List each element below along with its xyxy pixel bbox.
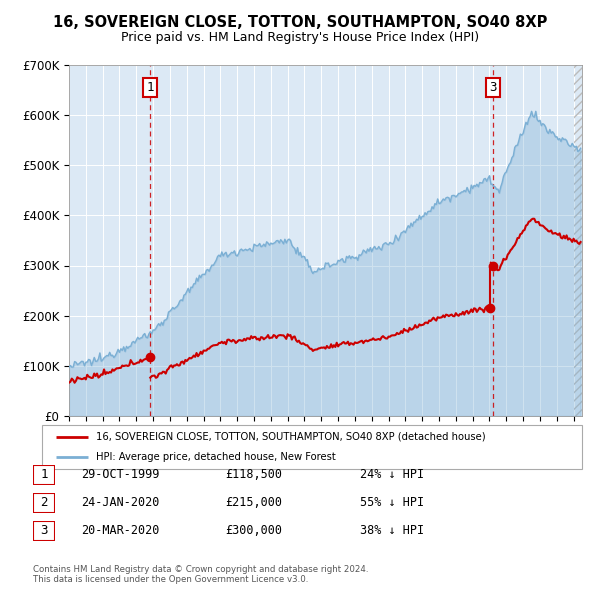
Text: 24-JAN-2020: 24-JAN-2020 [81, 496, 160, 509]
FancyBboxPatch shape [33, 465, 55, 485]
Text: 29-OCT-1999: 29-OCT-1999 [81, 468, 160, 481]
FancyBboxPatch shape [33, 493, 55, 513]
Text: Price paid vs. HM Land Registry's House Price Index (HPI): Price paid vs. HM Land Registry's House … [121, 31, 479, 44]
Text: 1: 1 [40, 468, 48, 481]
FancyBboxPatch shape [42, 425, 582, 469]
Text: 24% ↓ HPI: 24% ↓ HPI [360, 468, 424, 481]
Text: £118,500: £118,500 [225, 468, 282, 481]
Text: £215,000: £215,000 [225, 496, 282, 509]
Text: 16, SOVEREIGN CLOSE, TOTTON, SOUTHAMPTON, SO40 8XP: 16, SOVEREIGN CLOSE, TOTTON, SOUTHAMPTON… [53, 15, 547, 30]
Text: Contains HM Land Registry data © Crown copyright and database right 2024.
This d: Contains HM Land Registry data © Crown c… [33, 565, 368, 584]
Text: 3: 3 [40, 525, 48, 537]
Text: HPI: Average price, detached house, New Forest: HPI: Average price, detached house, New … [96, 452, 336, 462]
Text: 38% ↓ HPI: 38% ↓ HPI [360, 525, 424, 537]
Text: 20-MAR-2020: 20-MAR-2020 [81, 525, 160, 537]
Text: £300,000: £300,000 [225, 525, 282, 537]
Text: 3: 3 [490, 81, 497, 94]
Text: 55% ↓ HPI: 55% ↓ HPI [360, 496, 424, 509]
Bar [574, 65, 582, 416]
FancyBboxPatch shape [33, 521, 55, 541]
Text: 16, SOVEREIGN CLOSE, TOTTON, SOUTHAMPTON, SO40 8XP (detached house): 16, SOVEREIGN CLOSE, TOTTON, SOUTHAMPTON… [96, 432, 485, 442]
Text: 2: 2 [40, 496, 48, 509]
Text: 1: 1 [146, 81, 154, 94]
